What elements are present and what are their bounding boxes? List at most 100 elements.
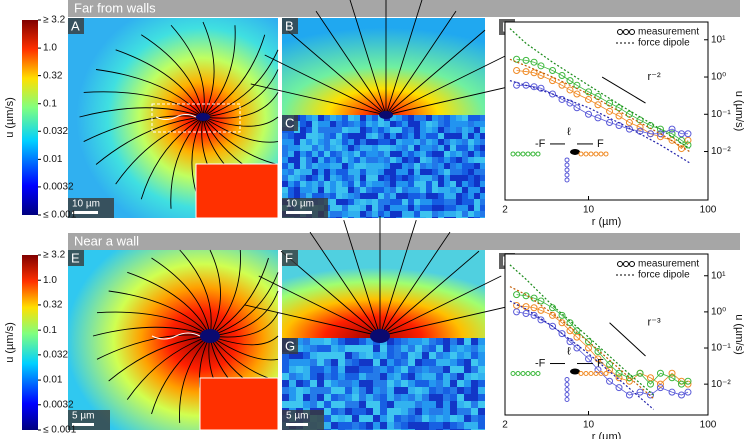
noise-cell	[372, 175, 378, 181]
noise-cell	[384, 175, 390, 181]
legend-marker	[629, 29, 635, 35]
data-point	[566, 338, 574, 346]
colorbar-tick-label: 0.0032	[43, 399, 74, 410]
noise-cell	[324, 145, 330, 151]
noise-cell	[348, 139, 354, 145]
noise-cell	[359, 359, 366, 366]
noise-cell	[372, 217, 378, 218]
noise-cell	[345, 401, 352, 408]
noise-cell	[360, 199, 366, 205]
noise-cell	[471, 415, 478, 422]
noise-cell	[324, 169, 330, 175]
noise-cell	[402, 205, 408, 211]
noise-cell	[282, 373, 289, 380]
noise-cell	[352, 394, 359, 401]
noise-cell	[312, 193, 318, 199]
inset-dot	[510, 151, 516, 157]
data-point	[594, 101, 602, 109]
noise-cell	[317, 401, 324, 408]
noise-cell	[372, 163, 378, 169]
noise-cell	[366, 205, 372, 211]
noise-cell	[426, 217, 432, 218]
noise-cell	[331, 408, 338, 415]
data-point	[677, 380, 685, 388]
noise-cell	[288, 163, 294, 169]
noise-cell	[415, 394, 422, 401]
noise-cell	[354, 205, 360, 211]
noise-cell	[396, 121, 402, 127]
noise-cell	[478, 408, 485, 415]
noise-cell	[384, 151, 390, 157]
noise-cell	[366, 163, 372, 169]
noise-cell	[390, 175, 396, 181]
noise-cell	[436, 373, 443, 380]
noise-cell	[306, 187, 312, 193]
streamline	[79, 107, 204, 118]
data-point	[530, 58, 538, 66]
noise-cell	[401, 373, 408, 380]
noise-cell	[372, 139, 378, 145]
noise-cell	[354, 187, 360, 193]
noise-cell	[360, 145, 366, 151]
noise-cell	[324, 422, 331, 429]
noise-cell	[402, 163, 408, 169]
noise-cell	[296, 394, 303, 401]
noise-cell	[336, 199, 342, 205]
streamline	[385, 54, 508, 116]
streamline	[151, 257, 211, 337]
noise-cell	[450, 115, 456, 121]
inset-label: ℓ	[567, 345, 571, 357]
scalebar-label: 5 µm	[286, 411, 308, 422]
noise-cell	[306, 175, 312, 181]
data-point	[522, 68, 530, 76]
noise-cell	[324, 157, 330, 163]
noise-cell	[471, 408, 478, 415]
noise-cell	[352, 366, 359, 373]
noise-cell	[450, 401, 457, 408]
noise-cell	[474, 187, 480, 193]
noise-cell	[384, 133, 390, 139]
noise-cell	[456, 151, 462, 157]
noise-cell	[378, 133, 384, 139]
noise-cell	[408, 127, 414, 133]
data-point	[656, 125, 664, 133]
noise-cell	[468, 163, 474, 169]
noise-cell	[456, 163, 462, 169]
noise-cell	[443, 429, 450, 430]
noise-cell	[420, 193, 426, 199]
noise-cell	[432, 187, 438, 193]
noise-cell	[345, 345, 352, 352]
noise-cell	[450, 338, 457, 345]
noise-cell	[342, 187, 348, 193]
noise-cell	[408, 139, 414, 145]
noise-cell	[331, 338, 338, 345]
noise-cell	[366, 217, 372, 218]
noise-cell	[317, 394, 324, 401]
noise-cell	[474, 169, 480, 175]
noise-cell	[300, 157, 306, 163]
noise-cell	[366, 211, 372, 217]
y-tick-label: 10⁰	[711, 72, 726, 83]
noise-cell	[478, 338, 485, 345]
noise-cell	[282, 401, 289, 408]
inset-dot	[564, 157, 570, 163]
noise-cell	[422, 380, 429, 387]
noise-cell	[312, 121, 318, 127]
noise-cell	[478, 394, 485, 401]
noise-cell	[348, 181, 354, 187]
noise-cell	[384, 157, 390, 163]
noise-cell	[366, 366, 373, 373]
noise-cell	[300, 187, 306, 193]
noise-cell	[420, 127, 426, 133]
noise-cell	[288, 169, 294, 175]
noise-cell	[348, 193, 354, 199]
noise-cell	[414, 157, 420, 163]
streamline	[115, 116, 204, 185]
noise-cell	[359, 366, 366, 373]
noise-cell	[444, 175, 450, 181]
data-point	[668, 374, 676, 382]
noise-cell	[318, 175, 324, 181]
noise-cell	[294, 163, 300, 169]
noise-cell	[480, 157, 485, 163]
noise-cell	[359, 429, 366, 430]
